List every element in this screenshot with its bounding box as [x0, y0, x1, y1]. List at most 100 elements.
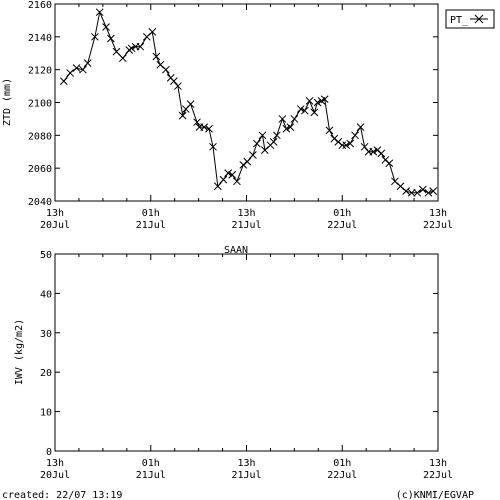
data-point	[369, 147, 378, 156]
data-point	[83, 59, 92, 67]
ztd-x-tick-label-date: 22Jul	[423, 220, 453, 231]
iwv-y-tick-label: 40	[40, 289, 52, 300]
data-point	[174, 82, 182, 90]
ztd-x-tick-label-time: 13h	[429, 208, 447, 219]
data-point	[424, 188, 433, 197]
data-point	[59, 77, 68, 86]
iwv-y-axis-label: IWV (kg/m2)	[14, 319, 25, 385]
data-point	[325, 126, 334, 135]
iwv-x-tick-label-date: 21Jul	[231, 470, 261, 481]
data-point	[102, 23, 110, 31]
data-point	[127, 44, 136, 53]
data-point	[219, 175, 228, 184]
data-point	[377, 149, 386, 158]
data-point	[346, 139, 355, 148]
ztd-y-tick-label: 2100	[28, 99, 52, 110]
iwv-x-tick-label-date: 20Jul	[40, 470, 70, 481]
data-point	[66, 69, 75, 77]
data-point	[178, 111, 187, 120]
data-point	[200, 123, 209, 131]
footer-credit: (c)KNMI/EGVAP	[396, 490, 474, 500]
series-markers-pt	[59, 8, 438, 197]
data-point	[72, 64, 81, 72]
ztd-y-tick-label: 2060	[28, 164, 52, 175]
data-point	[296, 105, 305, 113]
data-point	[402, 187, 410, 196]
series-line-pt	[63, 10, 434, 194]
ztd-x-tick-label-date: 21Jul	[136, 220, 166, 231]
data-point	[209, 142, 217, 151]
ztd-x-tick-label-time: 13h	[237, 208, 255, 219]
data-point	[342, 141, 351, 150]
legend: PT_	[445, 9, 495, 29]
data-point	[170, 77, 178, 86]
ztd-y-tick-label: 2040	[28, 197, 52, 208]
ztd-x-tick-label-date: 21Jul	[231, 220, 261, 231]
data-point	[305, 97, 314, 105]
data-point	[79, 65, 87, 74]
data-point	[356, 123, 365, 131]
footer-created: created: 22/07 13:19	[2, 490, 122, 500]
data-point	[249, 151, 257, 159]
ztd-y-tick-label: 2160	[28, 0, 52, 11]
ztd-y-tick-label: 2120	[28, 66, 52, 77]
data-point	[193, 118, 201, 127]
data-point	[148, 28, 157, 36]
iwv-x-tick-label-time: 13h	[237, 458, 255, 469]
legend-marker	[474, 14, 484, 24]
iwv-panel-title: SAAN	[224, 245, 248, 256]
data-point	[162, 65, 170, 74]
data-point	[418, 185, 427, 194]
legend-label: PT_	[450, 15, 469, 26]
data-point	[95, 8, 104, 17]
data-point	[205, 124, 213, 133]
iwv-x-tick-label-date: 22Jul	[423, 470, 453, 481]
data-point	[233, 177, 241, 186]
iwv-x-tick-label-date: 22Jul	[327, 470, 357, 481]
data-point	[351, 131, 359, 140]
data-point	[243, 157, 252, 166]
iwv-y-tick-label: 50	[40, 250, 52, 261]
data-point	[320, 95, 329, 104]
data-point	[360, 142, 369, 151]
ztd-y-axis: 2040 2060 2080 2100 2120 2140 2160	[28, 0, 438, 208]
iwv-y-axis: 0 10 20 30 40 50	[40, 250, 438, 458]
data-point	[313, 98, 322, 107]
data-point	[152, 52, 161, 61]
data-point	[224, 169, 233, 177]
data-point	[91, 32, 99, 41]
data-point	[118, 54, 127, 63]
data-point	[186, 100, 195, 108]
iwv-plot-frame	[54, 253, 439, 452]
ztd-x-tick-label-time: 01h	[333, 208, 351, 219]
data-point	[112, 47, 121, 56]
data-point	[407, 188, 416, 197]
data-point	[272, 131, 281, 140]
data-point	[278, 115, 287, 123]
iwv-y-tick-label: 10	[40, 408, 52, 419]
data-point	[228, 170, 236, 179]
ztd-y-tick-label: 2140	[28, 33, 52, 44]
data-point	[413, 188, 422, 197]
data-point	[310, 108, 319, 117]
ztd-x-tick-label-date: 22Jul	[327, 220, 357, 231]
iwv-x-tick-label-time: 01h	[333, 458, 351, 469]
iwv-x-tick-label-time: 01h	[142, 458, 160, 469]
ztd-y-axis-label: ZTD (mm)	[2, 78, 13, 126]
data-point	[300, 106, 309, 115]
data-point	[213, 182, 222, 191]
data-point	[269, 138, 278, 146]
data-point	[258, 131, 267, 140]
data-point	[136, 42, 145, 51]
data-point	[429, 187, 438, 196]
iwv-y-tick-label: 0	[46, 447, 52, 458]
data-point	[107, 34, 115, 43]
iwv-x-tick-label-time: 13h	[429, 458, 447, 469]
ztd-x-tick-label-date: 20Jul	[40, 220, 70, 231]
ztd-x-tick-label-time: 13h	[46, 208, 64, 219]
